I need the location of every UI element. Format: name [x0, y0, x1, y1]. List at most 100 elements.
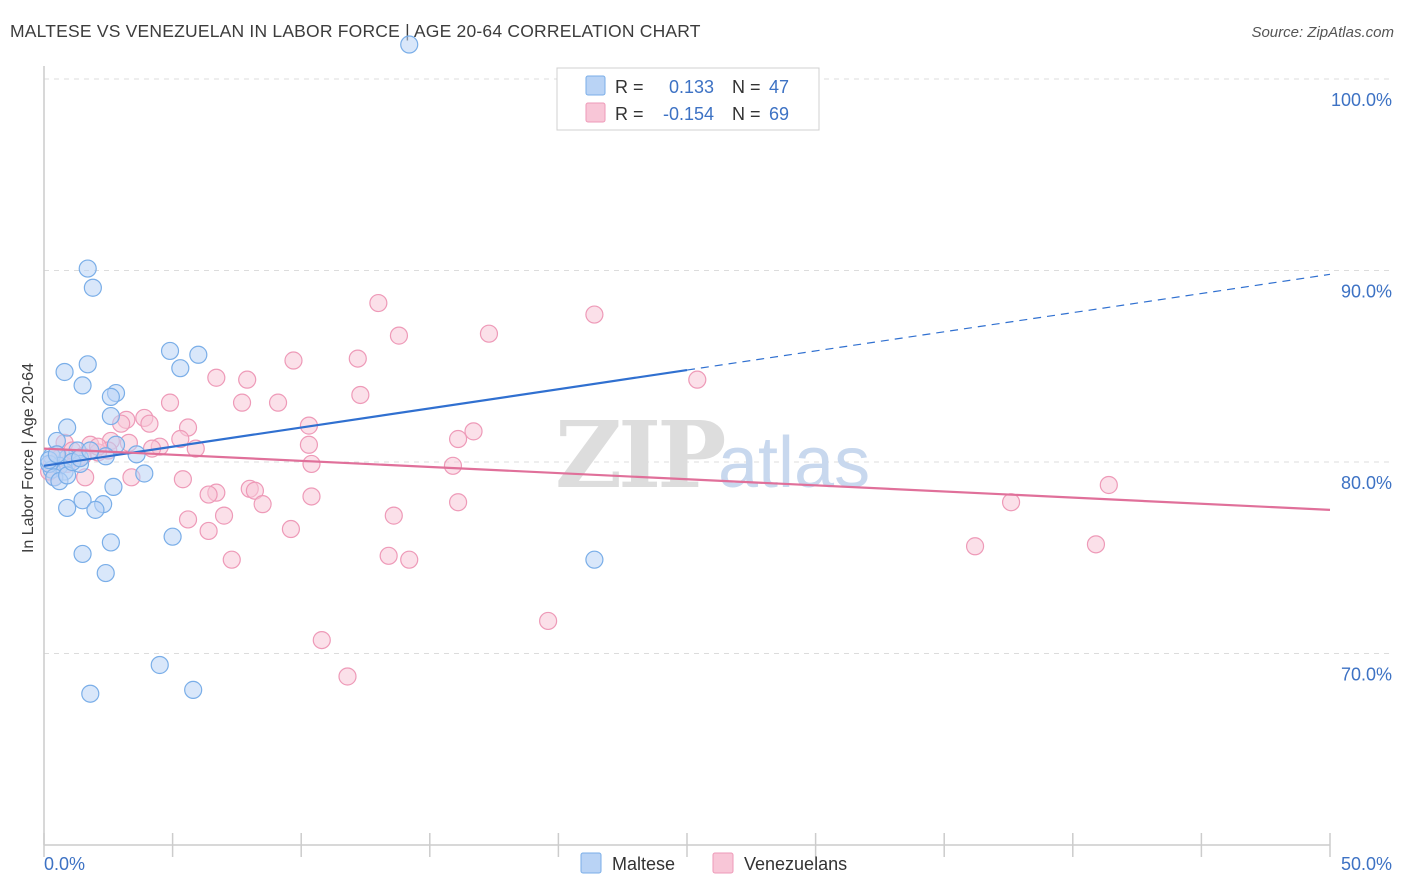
legend-r-label-venezuelans: R =	[615, 104, 644, 124]
data-point-venezuelans	[245, 481, 265, 500]
data-point-venezuelans	[448, 429, 468, 449]
data-point-maltese	[78, 259, 97, 278]
data-point-maltese	[163, 527, 182, 546]
x-tick-label: 50.0%	[1341, 854, 1392, 874]
data-point-venezuelans	[207, 368, 226, 387]
legend-r-value-venezuelans: -0.154	[663, 104, 714, 124]
data-point-venezuelans	[222, 550, 241, 569]
data-point-maltese	[106, 435, 126, 454]
data-point-maltese	[104, 477, 123, 496]
data-point-venezuelans	[173, 470, 192, 489]
data-point-maltese	[585, 550, 604, 569]
y-tick-label: 80.0%	[1341, 473, 1392, 493]
data-point-venezuelans	[178, 510, 198, 529]
data-point-venezuelans	[464, 422, 483, 441]
data-point-venezuelans	[479, 324, 499, 343]
data-point-maltese	[101, 387, 120, 406]
data-point-venezuelans	[443, 456, 463, 475]
data-point-venezuelans	[140, 414, 159, 433]
data-point-venezuelans	[351, 385, 370, 405]
data-point-maltese	[184, 680, 203, 699]
legend-n-value-maltese: 47	[769, 77, 789, 97]
data-point-venezuelans	[214, 506, 234, 525]
data-point-venezuelans	[448, 493, 468, 512]
bottom-legend-swatch-maltese	[580, 852, 602, 874]
trend-layer	[43, 273, 1331, 511]
chart-source: Source: ZipAtlas.com	[1251, 24, 1394, 41]
trend-line-maltese	[43, 368, 688, 467]
data-point-venezuelans	[253, 495, 272, 514]
bottom-legend-label-maltese: Maltese	[612, 854, 675, 874]
legend-swatch-maltese	[585, 75, 606, 96]
data-point-venezuelans	[688, 370, 707, 389]
data-point-maltese	[55, 362, 74, 382]
data-point-maltese	[73, 544, 92, 564]
data-point-venezuelans	[302, 454, 321, 474]
legend-swatch-venezuelans	[585, 102, 606, 123]
data-point-venezuelans	[284, 351, 303, 370]
trend-line-venezuelans	[43, 447, 1331, 511]
data-point-maltese	[400, 35, 419, 54]
data-point-venezuelans	[232, 393, 252, 412]
bottom-legend-swatch-venezuelans	[712, 852, 734, 874]
legend: R = 0.133 N = 47 R = -0.154 N = 69	[556, 67, 820, 131]
y-tick-label: 70.0%	[1341, 665, 1392, 685]
data-point-venezuelans	[238, 370, 257, 389]
y-tick-label: 100.0%	[1331, 90, 1392, 110]
data-point-maltese	[83, 278, 102, 297]
data-point-maltese	[101, 406, 120, 426]
gridlines	[44, 78, 1392, 654]
legend-n-value-venezuelans: 69	[769, 104, 789, 124]
data-point-venezuelans	[160, 393, 180, 412]
series-maltese	[40, 35, 604, 703]
data-point-venezuelans	[400, 550, 419, 569]
data-point-venezuelans	[384, 506, 403, 525]
data-point-maltese	[135, 464, 154, 483]
data-point-venezuelans	[965, 537, 985, 556]
data-point-venezuelans	[348, 349, 367, 368]
x-tick-label: 0.0%	[44, 854, 85, 874]
bottom-legend: Maltese Venezuelans	[580, 852, 847, 874]
data-point-maltese	[58, 418, 77, 437]
data-point-maltese	[86, 500, 105, 519]
legend-r-label-maltese: R =	[615, 77, 644, 97]
watermark: ZIP atlas	[555, 401, 870, 509]
data-point-venezuelans	[338, 667, 357, 686]
data-point-venezuelans	[299, 435, 319, 454]
x-tick-labels: 0.0% 50.0%	[44, 854, 1392, 874]
chart-title: MALTESE VS VENEZUELAN IN LABOR FORCE | A…	[10, 21, 701, 41]
data-point-venezuelans	[389, 326, 409, 345]
data-point-maltese	[171, 359, 190, 378]
data-point-maltese	[81, 684, 100, 703]
watermark-atlas: atlas	[718, 423, 870, 503]
data-point-venezuelans	[1086, 535, 1106, 554]
data-point-maltese	[58, 498, 77, 518]
data-point-maltese	[78, 355, 97, 374]
data-point-venezuelans	[1099, 475, 1118, 495]
data-point-maltese	[189, 345, 208, 364]
data-point-maltese	[73, 376, 92, 395]
data-point-venezuelans	[585, 305, 604, 324]
data-point-maltese	[73, 491, 92, 510]
y-tick-label: 90.0%	[1341, 282, 1392, 302]
data-point-maltese	[150, 655, 169, 675]
legend-r-value-maltese: 0.133	[669, 77, 714, 97]
data-point-venezuelans	[379, 546, 398, 565]
data-point-venezuelans	[312, 630, 331, 650]
legend-n-label-maltese: N =	[732, 77, 761, 97]
data-point-venezuelans	[302, 487, 321, 506]
data-point-venezuelans	[199, 521, 218, 541]
watermark-zip: ZIP	[555, 401, 724, 509]
data-point-venezuelans	[171, 429, 190, 449]
data-point-maltese	[96, 563, 115, 583]
data-point-venezuelans	[369, 293, 388, 313]
data-point-venezuelans	[539, 611, 558, 631]
y-tick-labels: 100.0% 90.0% 80.0% 70.0%	[1331, 90, 1392, 685]
data-point-maltese	[101, 533, 120, 552]
trend-extension-maltese	[686, 273, 1331, 371]
legend-n-label-venezuelans: N =	[732, 104, 761, 124]
data-point-venezuelans	[281, 519, 301, 539]
data-point-maltese	[160, 341, 180, 361]
series-layer	[40, 35, 1118, 703]
